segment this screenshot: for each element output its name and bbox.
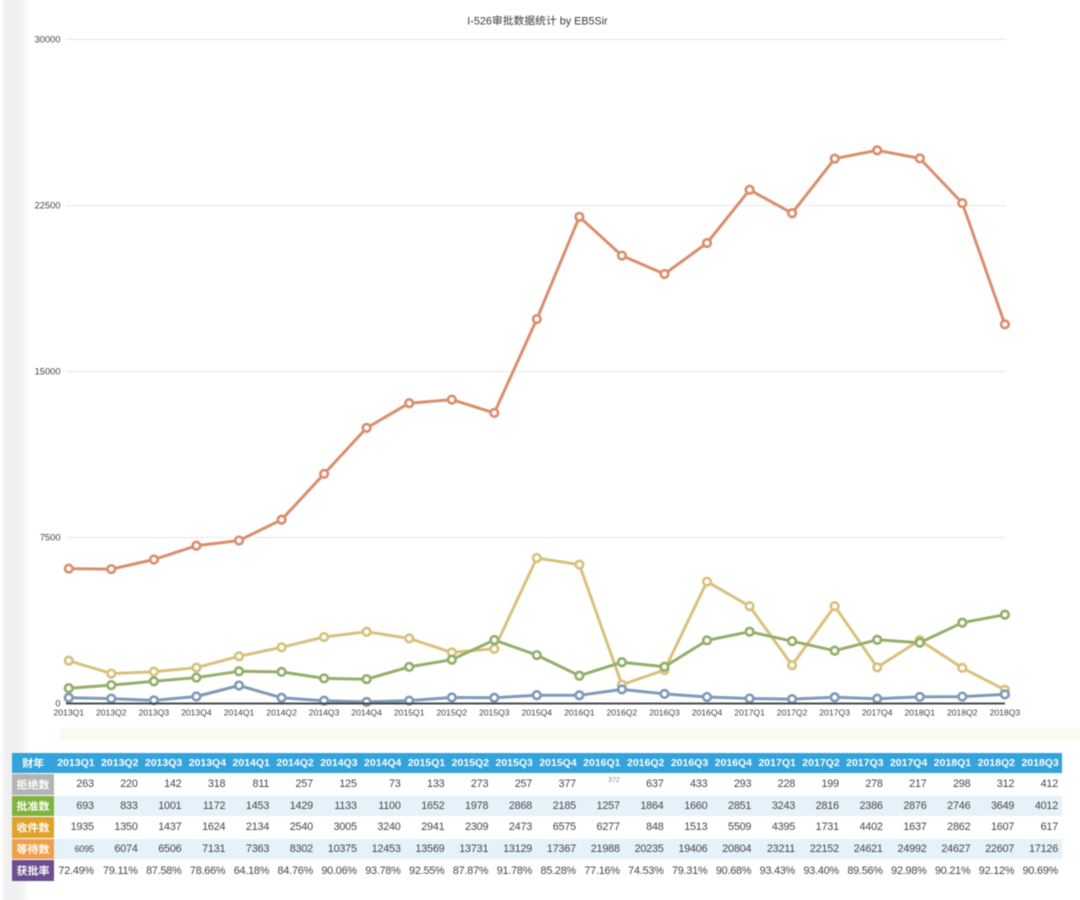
- svg-text:7500: 7500: [40, 533, 61, 543]
- svg-text:2015Q4: 2015Q4: [522, 708, 553, 718]
- svg-text:by EB5Sir: by EB5Sir: [560, 15, 608, 27]
- svg-text:30000: 30000: [35, 35, 61, 45]
- svg-text:2014Q1: 2014Q1: [224, 708, 255, 718]
- svg-text:2016Q1: 2016Q1: [564, 708, 595, 718]
- svg-text:2014Q4: 2014Q4: [351, 708, 382, 718]
- svg-text:2018Q1: 2018Q1: [905, 708, 936, 718]
- svg-text:2018Q2: 2018Q2: [947, 708, 978, 718]
- svg-text:2013Q3: 2013Q3: [139, 708, 170, 718]
- svg-text:2016Q4: 2016Q4: [692, 708, 723, 718]
- svg-text:15000: 15000: [35, 367, 61, 377]
- svg-text:I-526: I-526: [467, 15, 492, 27]
- svg-text:2014Q3: 2014Q3: [309, 708, 340, 718]
- svg-text:2017Q1: 2017Q1: [734, 708, 765, 718]
- svg-text:2017Q3: 2017Q3: [819, 708, 850, 718]
- svg-text:2016Q2: 2016Q2: [607, 708, 638, 718]
- svg-text:2013Q1: 2013Q1: [54, 708, 85, 718]
- svg-text:2013Q4: 2013Q4: [181, 708, 212, 718]
- svg-text:2018Q3: 2018Q3: [990, 708, 1021, 718]
- svg-text:0: 0: [55, 699, 60, 709]
- svg-text:2014Q2: 2014Q2: [266, 708, 297, 718]
- svg-text:2017Q4: 2017Q4: [862, 708, 893, 718]
- svg-text:2015Q3: 2015Q3: [479, 708, 510, 718]
- svg-text:2013Q2: 2013Q2: [96, 708, 127, 718]
- svg-text:2017Q2: 2017Q2: [777, 708, 808, 718]
- svg-text:2015Q2: 2015Q2: [437, 708, 468, 718]
- svg-text:2016Q3: 2016Q3: [649, 708, 680, 718]
- svg-text:2015Q1: 2015Q1: [394, 708, 425, 718]
- svg-text:22500: 22500: [35, 201, 61, 211]
